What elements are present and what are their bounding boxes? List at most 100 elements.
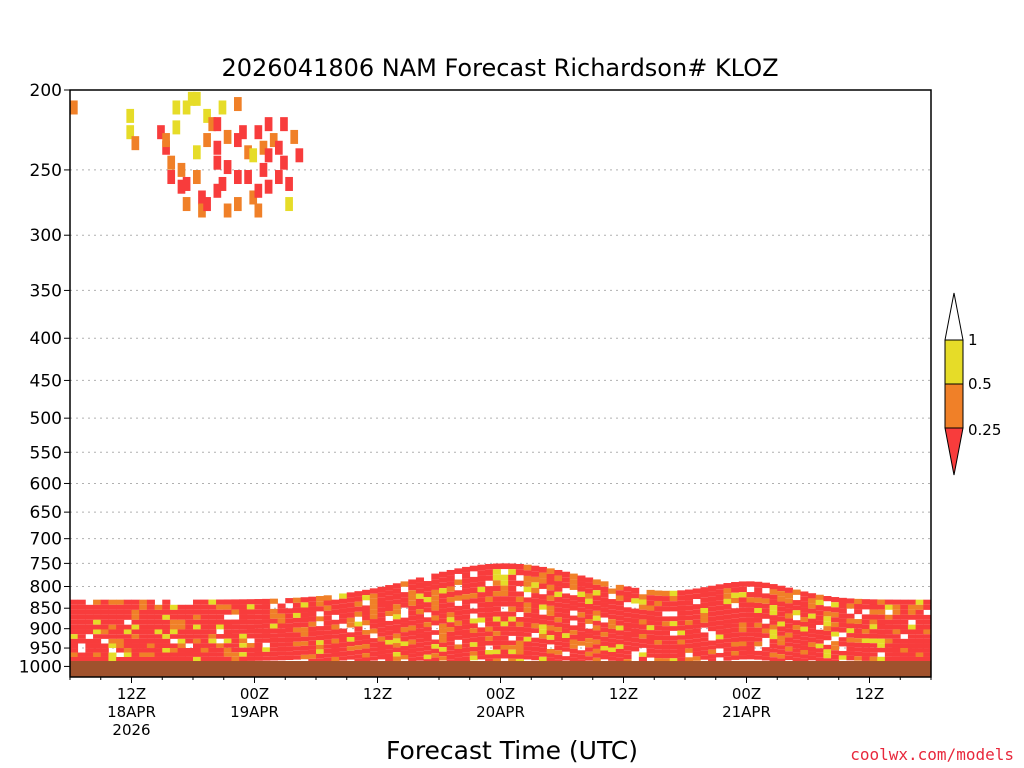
ri-cell <box>316 649 325 654</box>
ri-cell <box>815 634 824 640</box>
ri-cell <box>439 593 448 599</box>
y-tick-label: 350 <box>30 281 62 301</box>
ri-cell <box>339 647 348 652</box>
ri-cell <box>923 604 932 610</box>
ri-cell <box>831 622 840 628</box>
ri-cell <box>615 590 624 596</box>
ri-cell <box>446 631 455 637</box>
ri-cell <box>577 650 586 655</box>
ri-cell <box>400 636 409 642</box>
ri-cell <box>800 640 809 646</box>
ri-cell <box>262 623 271 629</box>
ri-cell <box>754 613 763 618</box>
ri-cell <box>692 638 701 643</box>
ri-cell <box>708 640 717 646</box>
ri-cell <box>738 655 747 660</box>
ri-cell <box>808 646 817 652</box>
ri-cell <box>492 635 501 641</box>
ri-cell <box>85 648 94 653</box>
ri-cell <box>469 582 478 588</box>
ri-cell <box>292 637 302 642</box>
ri-cell <box>385 639 394 645</box>
ri-cell <box>223 599 232 605</box>
ri-cell <box>162 652 171 657</box>
ri-cell <box>677 625 686 631</box>
ri-cell <box>254 599 263 605</box>
ri-cell <box>292 597 302 603</box>
ri-cell <box>339 637 348 643</box>
ri-cell <box>823 630 832 636</box>
ri-cell <box>208 643 217 648</box>
ri-cell <box>185 656 194 662</box>
ri-cell <box>400 617 409 623</box>
ri-cell <box>246 652 255 657</box>
ri-cell <box>239 604 248 610</box>
ri-cell <box>500 601 509 607</box>
ri-cell <box>508 631 517 636</box>
ri-cell <box>754 607 763 614</box>
ri-cell <box>216 652 225 657</box>
ri-cell <box>531 623 540 629</box>
ri-cell <box>308 611 317 617</box>
ri-cell <box>469 576 478 583</box>
ri-cell <box>177 162 186 177</box>
ri-cell <box>208 638 217 644</box>
ri-cell <box>77 652 86 657</box>
ri-cell <box>169 629 179 635</box>
ri-cell <box>892 652 901 657</box>
ri-cell <box>439 582 448 589</box>
ri-cell <box>139 604 148 610</box>
ri-cell <box>585 588 594 594</box>
ri-cell <box>792 610 801 616</box>
ri-cell <box>562 613 571 619</box>
ri-cell <box>838 627 847 633</box>
ri-cell <box>854 628 863 634</box>
ri-cell <box>808 633 817 638</box>
ri-cell <box>100 619 109 625</box>
y-tick-label: 200 <box>30 81 62 101</box>
ri-cell <box>515 563 524 570</box>
ri-cell <box>623 636 632 642</box>
ri-cell <box>423 602 432 608</box>
ri-cell <box>523 641 532 647</box>
ri-cell <box>792 634 801 640</box>
ri-cell <box>800 636 809 641</box>
ri-cell <box>554 617 563 623</box>
ri-cell <box>900 656 909 662</box>
ri-cell <box>454 590 463 596</box>
ri-cell <box>392 588 401 594</box>
ri-cell <box>808 618 817 624</box>
ri-cell <box>654 635 663 641</box>
ri-cell <box>300 622 309 628</box>
ri-cell <box>203 108 211 123</box>
ri-cell <box>669 590 678 597</box>
ri-cell <box>339 608 348 614</box>
ri-cell <box>454 635 463 640</box>
ri-cell <box>316 644 325 650</box>
ri-cell <box>93 648 102 653</box>
ri-cell <box>223 656 232 662</box>
ri-cell <box>892 604 901 610</box>
ri-cell <box>700 650 709 656</box>
ri-cell <box>216 619 225 625</box>
ri-cell <box>531 613 540 619</box>
ri-cell <box>392 656 401 661</box>
ri-cell <box>654 616 663 622</box>
ri-cell <box>592 639 601 645</box>
ri-cell <box>400 646 409 651</box>
ri-cell <box>408 635 417 640</box>
ri-cell <box>746 641 755 646</box>
ri-cell <box>446 617 455 623</box>
ri-cell <box>515 640 524 646</box>
ri-cell <box>339 628 348 634</box>
ri-cell <box>439 613 448 619</box>
ri-cell <box>708 611 717 617</box>
ri-cell <box>231 647 240 653</box>
ri-cell <box>377 592 386 598</box>
ri-cell <box>531 637 540 643</box>
ri-cell <box>723 583 732 589</box>
ri-cell <box>907 648 917 653</box>
ri-cell <box>508 606 517 612</box>
ri-cell <box>569 600 578 606</box>
ri-cell <box>154 629 163 635</box>
